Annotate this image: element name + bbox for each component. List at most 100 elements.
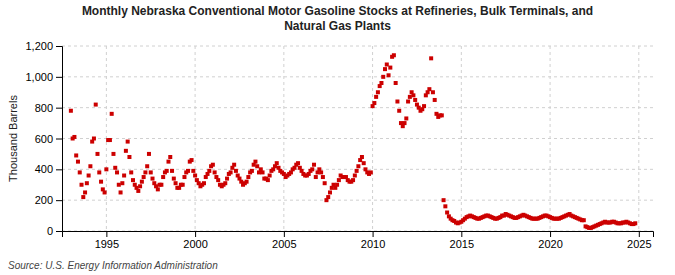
point <box>166 160 170 164</box>
point <box>120 181 124 185</box>
point <box>124 149 128 153</box>
point <box>72 135 76 139</box>
point <box>191 169 195 173</box>
point <box>443 204 447 208</box>
point <box>314 175 318 179</box>
point <box>223 181 227 185</box>
point <box>95 152 99 156</box>
y-tick: 200 <box>35 194 62 206</box>
y-tick-mark <box>56 108 62 109</box>
point <box>431 90 435 94</box>
point <box>207 169 211 173</box>
x-tick-mark <box>106 231 107 237</box>
y-tick-label: 800 <box>35 102 53 114</box>
point <box>355 169 359 173</box>
x-axis-line <box>63 232 654 238</box>
x-tick: 2015 <box>450 231 474 250</box>
point <box>392 53 396 57</box>
point <box>78 170 82 174</box>
point <box>174 181 178 185</box>
point <box>429 56 433 60</box>
y-axis-title: Thousand Barrels <box>7 95 19 182</box>
point <box>266 178 270 182</box>
point <box>268 174 272 178</box>
point <box>337 178 341 182</box>
point <box>440 113 444 117</box>
y-tick: 600 <box>35 133 62 145</box>
point <box>110 112 114 116</box>
point <box>147 152 151 156</box>
point <box>119 190 123 194</box>
point <box>149 170 153 174</box>
y-tick-mark <box>56 46 62 47</box>
annotation: Source: U.S. Energy Information Administ… <box>8 260 218 271</box>
point <box>104 167 108 171</box>
point <box>229 170 233 174</box>
x-tick-label: 2015 <box>450 238 474 250</box>
point <box>319 170 323 174</box>
point <box>379 81 383 85</box>
point <box>165 169 169 173</box>
point <box>422 104 426 108</box>
point <box>275 161 279 165</box>
point <box>142 175 146 179</box>
point <box>335 183 339 187</box>
point <box>445 211 449 215</box>
point <box>321 175 325 179</box>
y-tick-mark <box>56 231 62 232</box>
point <box>232 163 236 167</box>
point <box>633 221 637 225</box>
point <box>351 178 355 182</box>
point <box>81 195 85 199</box>
point <box>138 184 142 188</box>
grid-line-y <box>62 46 653 47</box>
point <box>122 174 126 178</box>
x-tick-label: 2010 <box>361 238 385 250</box>
point <box>111 152 115 156</box>
point <box>216 178 220 182</box>
point <box>127 155 131 159</box>
point <box>442 198 446 202</box>
point <box>353 174 357 178</box>
y-tick: 800 <box>35 102 62 114</box>
point <box>388 66 392 70</box>
point <box>186 169 190 173</box>
point <box>113 166 117 170</box>
point <box>397 109 401 113</box>
point <box>360 155 364 159</box>
point <box>181 183 185 187</box>
point <box>374 95 378 99</box>
y-tick-label: 200 <box>35 194 53 206</box>
point <box>69 109 73 113</box>
y-axis: 02004006008001,0001,200 <box>25 40 62 237</box>
x-tick-label: 2000 <box>183 238 207 250</box>
point <box>99 180 103 184</box>
point <box>74 153 78 157</box>
title-line: Monthly Nebraska Conventional Motor Gaso… <box>82 4 593 18</box>
point <box>172 177 176 181</box>
point <box>193 174 197 178</box>
point <box>404 116 408 120</box>
point <box>92 137 96 141</box>
plot: 1995200020052010201520202025020040060080… <box>25 40 653 250</box>
point <box>383 67 387 71</box>
chart: 1995200020052010201520202025020040060080… <box>0 0 675 275</box>
point <box>408 95 412 99</box>
point <box>372 101 376 105</box>
x-tick: 2020 <box>538 231 562 250</box>
point <box>376 90 380 94</box>
point <box>182 175 186 179</box>
point <box>255 164 259 168</box>
point <box>190 158 194 162</box>
x-axis: 1995200020052010201520202025 <box>63 231 654 250</box>
x-tick-label: 1995 <box>95 238 119 250</box>
point <box>323 181 327 185</box>
point <box>582 218 586 222</box>
point <box>413 98 417 102</box>
point <box>76 160 80 164</box>
point <box>225 177 229 181</box>
y-tick: 1,000 <box>25 71 62 83</box>
x-tick-label: 2025 <box>627 238 651 250</box>
point <box>369 170 373 174</box>
point <box>145 164 149 168</box>
